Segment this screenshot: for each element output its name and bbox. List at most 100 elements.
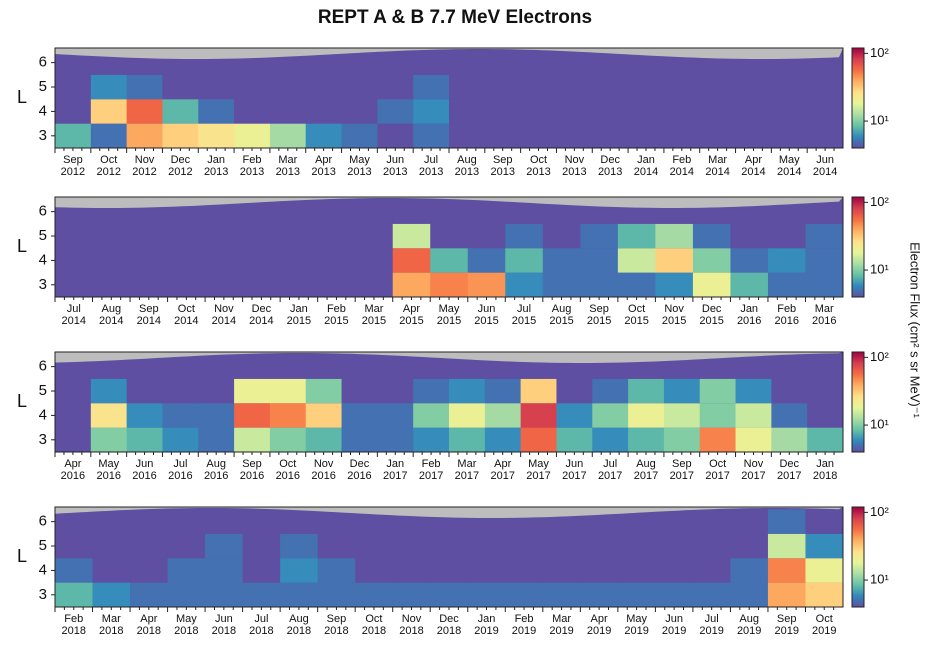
x-tick-month: Apr [745,154,762,166]
heat-cell [280,533,319,559]
heat-cell [771,354,808,379]
x-tick-year: 2019 [812,625,836,637]
heat-cell [771,99,808,124]
x-tick-year: 2014 [174,315,198,327]
heat-cell [126,427,163,452]
heat-cell [305,123,343,148]
x-tick-year: 2013 [455,166,479,178]
heat-cell [692,509,731,534]
heat-cell [771,74,808,100]
heat-cell [505,223,544,249]
x-tick-year: 2019 [662,625,686,637]
heat-cell [341,378,378,404]
y-tick-label: 5 [39,382,47,399]
x-tick-year: 2015 [512,315,536,327]
x-tick-year: 2018 [137,625,161,637]
heat-cell [730,272,769,297]
heat-cell [269,354,307,379]
x-tick-month: Nov [135,154,155,166]
x-tick-year: 2013 [204,166,228,178]
heat-cell [592,50,629,75]
x-tick-month: Jan [816,458,834,470]
heat-cell [90,378,128,404]
heat-cell [805,199,844,224]
y-axis-label: L [17,546,27,566]
heat-cell [617,272,656,297]
x-tick-year: 2013 [598,166,622,178]
heat-cell [699,74,737,100]
x-tick-month: Sep [493,154,513,166]
heat-cell [542,533,581,559]
heat-cell [317,248,356,273]
x-tick-year: 2014 [212,315,236,327]
heat-cell [505,272,544,297]
heat-cell [628,427,665,452]
x-tick-month: Oct [100,154,117,166]
x-tick-year: 2019 [512,625,536,637]
heat-cell [767,272,806,297]
heat-cell [767,558,806,583]
colorbar-tick-label: 10¹ [870,571,889,586]
heat-cell [449,50,486,75]
x-tick-year: 2019 [737,625,761,637]
heat-cell [167,533,206,559]
heat-cell [162,378,199,404]
heat-cell [580,582,619,607]
x-tick-month: Sep [139,303,159,315]
heat-cell [55,403,92,428]
heat-cell [205,533,244,559]
heat-cell [126,378,163,404]
heat-cell [269,427,307,452]
heat-cell [413,99,450,124]
heat-cell [130,533,169,559]
x-tick-year: 2012 [61,166,85,178]
heat-cell [92,272,131,297]
x-tick-month: May [528,458,549,470]
heat-cell [92,223,131,249]
heat-cell [505,533,544,559]
heat-cell [305,427,343,452]
heat-cell [655,558,694,583]
heat-cell [55,99,92,124]
heat-cell [55,123,92,148]
x-tick-year: 2013 [383,166,407,178]
heat-cell [580,248,619,273]
x-tick-year: 2015 [437,315,461,327]
heat-cell [520,123,557,148]
x-tick-year: 2018 [287,625,311,637]
heat-cell [413,74,450,100]
x-tick-month: Jun [816,154,834,166]
heat-cell [413,403,450,428]
x-tick-year: 2014 [137,315,161,327]
colorbar-tick-label: 10¹ [870,416,889,431]
heat-cell [628,99,665,124]
heat-cell [377,123,414,148]
x-tick-year: 2014 [705,166,729,178]
heat-cell [167,248,206,273]
y-tick-label: 5 [39,78,47,95]
heat-cell [767,533,806,559]
x-tick-month: Dec [439,613,459,625]
heat-cell [556,123,593,148]
x-tick-month: Nov [402,613,422,625]
x-tick-month: Nov [565,154,585,166]
x-tick-year: 2016 [812,315,836,327]
heat-cell [90,123,128,148]
x-tick-month: Apr [315,154,332,166]
x-tick-month: Sep [777,613,797,625]
x-tick-year: 2017 [777,470,801,482]
x-tick-month: Oct [628,303,645,315]
no-coverage [55,352,843,363]
heat-cell [280,558,319,583]
heat-cell [280,509,319,534]
x-tick-year: 2015 [399,315,423,327]
x-tick-month: May [779,154,800,166]
heat-cell [807,74,844,100]
y-axis-label: L [17,391,27,411]
heat-cell [430,248,469,273]
x-tick-month: Jul [705,613,719,625]
x-tick-month: Jan [386,458,404,470]
heat-cell [484,99,522,124]
heat-cell [735,99,772,124]
heat-cell [167,509,206,534]
